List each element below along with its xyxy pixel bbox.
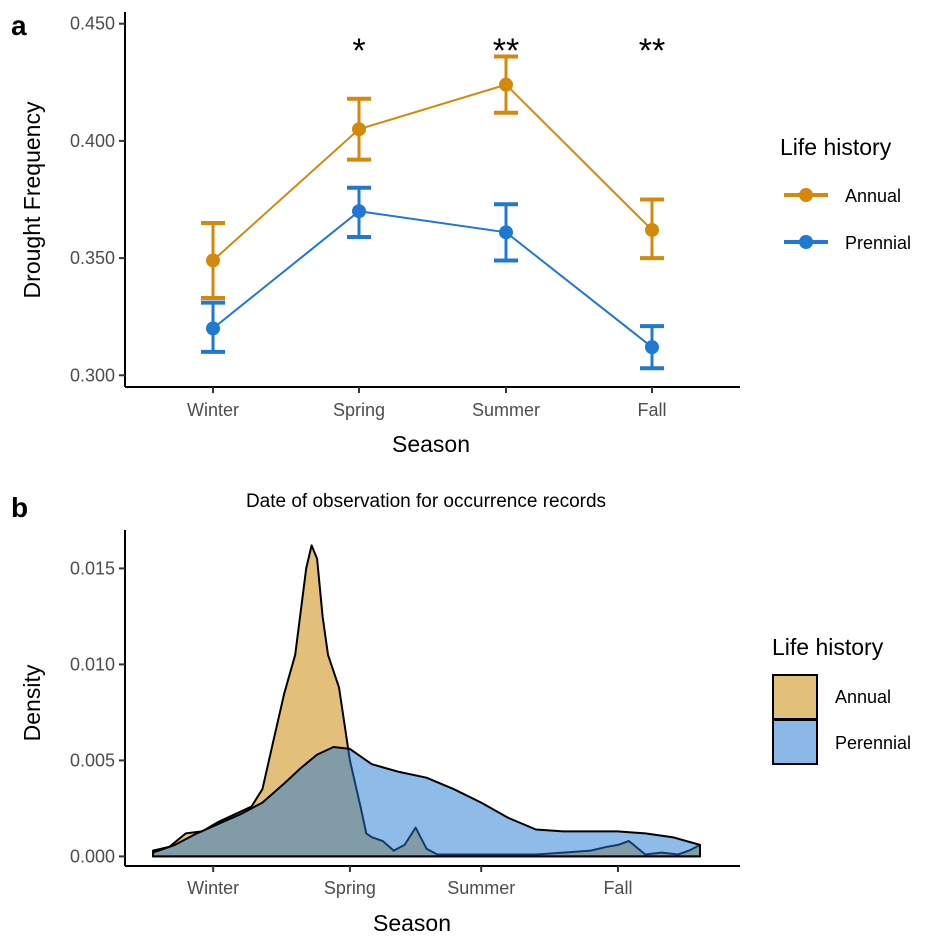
panel-a-significance-label: ** [493,32,519,70]
panel-a-legend-title: Life history [780,134,892,160]
panel-b-legend: Life history Annual Perennial [772,634,911,765]
panel-a-series-line [212,83,653,262]
panel-b-legend-title: Life history [772,634,884,660]
panel-b-y-axis-title: Density [19,664,45,741]
panel-a-point [352,204,366,219]
panel-b-legend-key-annual [772,674,818,720]
panel-a-axes: 0.300 0.350 0.400 0.450 Winter Spring Summer Fa… [70,12,740,420]
panel-a: a Drought Frequency Season 0.300 0.350 0.4… [11,10,911,457]
panel-a-point [499,77,513,92]
panel-b-y-tick-label: 0.015 [70,558,115,578]
panel-b-legend-label-annual: Annual [835,687,891,707]
panel-b-x-tick-label: Summer [447,878,515,898]
panel-a-x-tick-label: Fall [637,400,666,420]
panel-b-legend-key-perennial [772,719,818,765]
panel-a-point [352,122,366,137]
panel-b-letter: b [11,492,28,523]
panel-b-density-perennial [152,746,701,858]
panel-b-x-axis-title: Season [373,910,451,936]
panel-b-legend-label-perennial: Perennial [835,733,911,753]
panel-a-y-tick-label: 0.300 [70,365,115,385]
panel-b-title: Date of observation for occurrence recor… [246,491,606,512]
panel-a-legend-label-annual: Annual [845,186,901,206]
panel-a-x-axis-title: Season [392,431,470,457]
panel-b-axes: 0.000 0.005 0.010 0.015 Winter Spring Summer Fa… [70,530,740,898]
panel-a-legend: Life history Annual Prennial [780,134,911,253]
panel-a-significance-label: ** [639,32,665,70]
panel-a-y-tick-label: 0.450 [70,14,115,34]
panel-a-letter: a [11,10,27,41]
panel-a-point [645,340,659,355]
panel-a-point [206,321,220,336]
panel-a-series-line [212,210,653,348]
panel-a-y-tick-label: 0.350 [70,248,115,268]
panel-a-marks: * ** ** [201,32,665,371]
panel-a-legend-key-point [799,235,813,249]
panel-b: b Date of observation for occurrence rec… [11,491,911,936]
panel-a-point [206,253,220,268]
panel-a-y-axis-title: Drought Frequency [19,101,45,298]
panel-b-y-tick-label: 0.000 [70,846,115,866]
panel-a-legend-keys [784,188,828,249]
panel-a-legend-label-prennial: Prennial [845,233,911,253]
panel-a-x-tick-label: Winter [187,400,239,420]
panel-a-legend-key-point [799,188,813,202]
panel-b-marks [152,544,701,858]
panel-b-x-tick-label: Fall [603,878,632,898]
panel-a-x-tick-label: Summer [472,400,540,420]
panel-b-x-tick-label: Winter [187,878,239,898]
panel-a-point [499,225,513,240]
panel-a-y-tick-label: 0.400 [70,131,115,151]
panel-a-point [645,222,659,237]
panel-b-x-tick-label: Spring [324,878,376,898]
panel-a-x-tick-label: Spring [333,400,385,420]
panel-b-y-tick-label: 0.010 [70,654,115,674]
panel-a-significance-label: * [352,32,365,70]
panel-b-y-tick-label: 0.005 [70,750,115,770]
